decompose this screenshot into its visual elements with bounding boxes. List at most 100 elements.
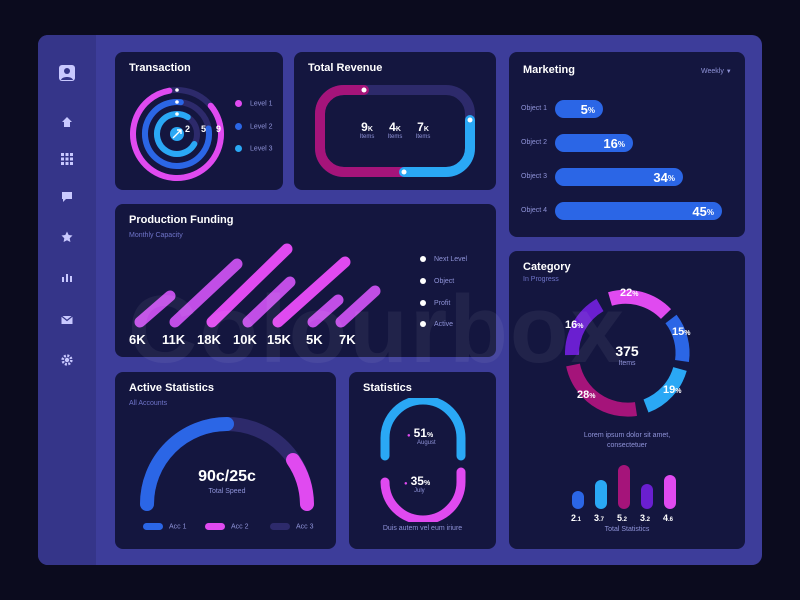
funding-value-6: 5K [306,332,323,347]
transaction-title: Transaction [129,62,191,74]
marketing-card: Marketing Weekly ▼ Object 1 5% Object 2 … [509,52,745,237]
legend-dot [420,278,426,285]
value-dec: .7 [599,517,605,523]
funding-subtitle: Monthly Capacity [129,232,183,239]
segment-label-22: 22% [620,287,638,299]
stat-unit: K [367,126,373,133]
legend-level-1: Level 1 [235,100,273,107]
legend-dot [235,145,242,152]
value-dec: .2 [645,517,651,523]
stat-july: ● 35% July [404,474,430,494]
funding-value-2: 11K [162,332,186,347]
stat-august: ● 51% August [407,426,436,446]
mail-icon[interactable] [57,310,77,330]
segment-value: 22 [620,287,633,299]
grid-icon[interactable] [57,149,77,169]
category-caption-2: consectetuer [606,442,648,449]
user-icon[interactable] [57,63,77,83]
active-stats-title: Active Statistics [129,382,214,394]
legend-label: Next Level [434,256,468,263]
bar-unit: % [706,207,714,217]
category-subtitle: In Progress [523,276,559,283]
statistics-caption: Duis autem vel eum iriure [382,525,463,532]
segment-label-19: 19% [663,384,681,396]
stat-label: Items [415,134,431,140]
value-int: 2 [571,513,577,523]
segment-value: 15 [672,326,685,338]
stat-unit: % [426,432,434,439]
sidebar [38,35,96,565]
funding-strokes [134,243,381,328]
period-dropdown[interactable]: Weekly ▼ [701,68,732,75]
stat-value: 4 [389,120,396,134]
segment-label-15: 15% [672,326,690,338]
acc-legend-1: Acc 1 [143,523,187,530]
legend-label: Acc 3 [296,523,314,531]
mini-bar [572,491,584,509]
home-icon[interactable] [57,112,77,132]
bar-unit: % [617,139,625,149]
segment-unit: % [577,323,584,330]
stat-unit: K [395,126,401,133]
mini-bar-value: 5.2 [617,513,627,523]
bar-fill: 5% [555,100,603,118]
speed-value: 90c/25c [198,468,256,485]
chart-icon[interactable] [57,267,77,287]
legend-label: Active [434,321,454,328]
legend-dot [420,321,426,328]
ring-label-1: 2 [185,124,191,134]
stat-label: July [414,488,425,494]
transaction-rings [130,87,224,181]
revenue-stat-2: 4K Items [384,120,406,140]
legend-label: Level 3 [250,145,273,153]
segment-label-16: 16% [565,319,583,331]
mini-bar [664,475,676,509]
segment-value: 16 [565,319,578,331]
category-card: Category In Progress 22% 15% 19% 28% 16%… [509,251,745,549]
value-int: 3 [594,513,600,523]
funding-legend-2: Object [420,278,454,285]
mini-bar-value: 3.7 [594,513,604,523]
segment-unit: % [684,330,691,337]
gear-icon[interactable] [57,350,77,370]
stat-label: August [417,440,436,446]
legend-label: Acc 1 [169,523,187,531]
stat-value: 35 [410,474,424,488]
value-dec: .2 [622,517,628,523]
category-donut [565,289,690,417]
funding-legend-1: Next Level [420,256,467,263]
bar-fill: 45% [555,202,722,220]
stat-unit: % [423,480,431,487]
bar-label: Object 4 [521,207,548,214]
statistics-card: Statistics ● 51% August ● 35% July Duis au… [349,372,496,549]
mini-chart-title: Total Statistics [604,526,650,533]
mini-bar-value: 2.1 [571,513,581,523]
legend-label: Object [434,278,455,285]
bar-label: Object 2 [521,139,548,146]
stat-value: 51 [413,426,427,440]
stat-value: 7 [417,120,424,134]
mini-bar-value: 4.6 [663,513,673,523]
funding-legend-3: Profit [420,300,450,307]
category-title: Category [523,261,571,273]
mini-bar [595,480,607,509]
star-icon[interactable] [57,227,77,247]
segment-value: 28 [577,389,590,401]
segment-value: 19 [663,384,676,396]
mini-bar-value: 3.2 [640,513,650,523]
stat-label: Items [387,134,403,140]
legend-swatch [270,523,290,530]
funding-value-5: 15K [267,332,291,347]
funding-value-3: 18K [197,332,221,347]
ring-label-3: 9 [216,124,222,134]
statistics-title: Statistics [363,382,412,394]
bar-label: Object 1 [521,105,548,112]
speed-label: Total Speed [208,488,246,495]
stat-unit: K [423,126,429,133]
legend-label: Level 1 [250,100,273,108]
chat-icon[interactable] [57,187,77,207]
legend-level-3: Level 3 [235,145,273,152]
bar-unit: % [667,173,675,183]
segment-unit: % [675,388,682,395]
funding-value-7: 7K [339,332,356,347]
